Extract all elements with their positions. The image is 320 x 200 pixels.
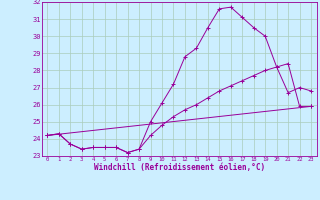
X-axis label: Windchill (Refroidissement éolien,°C): Windchill (Refroidissement éolien,°C) (94, 163, 265, 172)
